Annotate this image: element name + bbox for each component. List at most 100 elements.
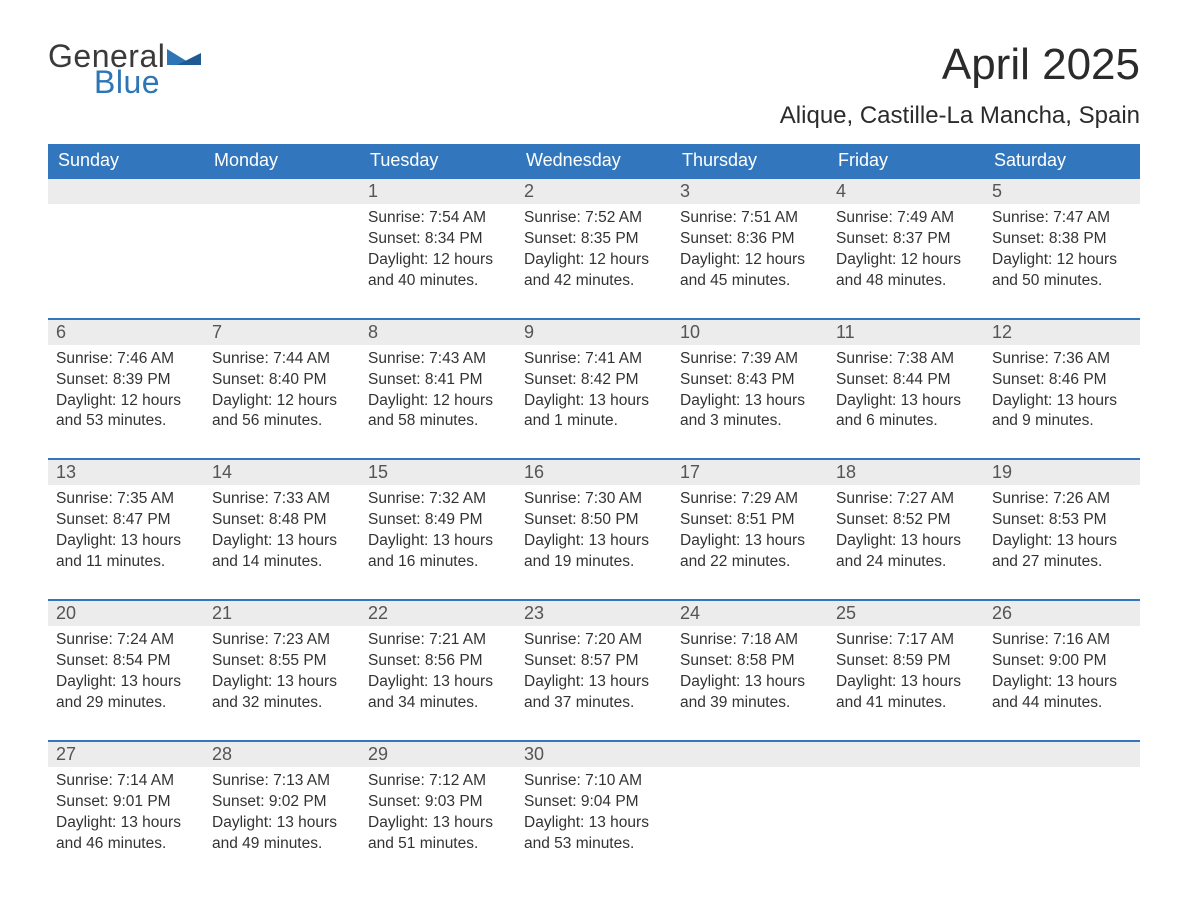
daylight-label: Daylight: bbox=[212, 814, 277, 831]
sunrise-label: Sunrise: bbox=[524, 631, 585, 648]
sunset-value: 8:50 PM bbox=[581, 511, 639, 528]
weekday-header: Wednesday bbox=[516, 144, 672, 178]
sunrise-label: Sunrise: bbox=[212, 772, 273, 789]
day-number-cell: 16 bbox=[516, 459, 672, 485]
day-detail-cell: Sunrise: 7:14 AMSunset: 9:01 PMDaylight:… bbox=[48, 767, 204, 881]
sunrise-line: Sunrise: 7:14 AM bbox=[56, 771, 196, 792]
sunrise-value: 7:35 AM bbox=[117, 490, 174, 507]
sunrise-line: Sunrise: 7:24 AM bbox=[56, 630, 196, 651]
day-number-cell: 10 bbox=[672, 319, 828, 345]
day-detail-cell: Sunrise: 7:13 AMSunset: 9:02 PMDaylight:… bbox=[204, 767, 360, 881]
sunrise-value: 7:29 AM bbox=[741, 490, 798, 507]
sunrise-label: Sunrise: bbox=[992, 350, 1053, 367]
daylight-label: Daylight: bbox=[680, 532, 745, 549]
sunset-value: 8:46 PM bbox=[1049, 371, 1107, 388]
sunset-label: Sunset: bbox=[368, 793, 425, 810]
daylight-label: Daylight: bbox=[992, 673, 1057, 690]
day-detail-cell: Sunrise: 7:46 AMSunset: 8:39 PMDaylight:… bbox=[48, 345, 204, 460]
sunset-line: Sunset: 8:58 PM bbox=[680, 651, 820, 672]
sunrise-label: Sunrise: bbox=[368, 490, 429, 507]
day-detail-cell: Sunrise: 7:16 AMSunset: 9:00 PMDaylight:… bbox=[984, 626, 1140, 741]
day-detail-cell: Sunrise: 7:20 AMSunset: 8:57 PMDaylight:… bbox=[516, 626, 672, 741]
sunrise-line: Sunrise: 7:13 AM bbox=[212, 771, 352, 792]
sunrise-line: Sunrise: 7:39 AM bbox=[680, 349, 820, 370]
daylight-line: Daylight: 12 hours and 40 minutes. bbox=[368, 250, 508, 292]
weekday-header: Saturday bbox=[984, 144, 1140, 178]
sunset-line: Sunset: 8:48 PM bbox=[212, 510, 352, 531]
sunrise-line: Sunrise: 7:23 AM bbox=[212, 630, 352, 651]
sunrise-label: Sunrise: bbox=[836, 490, 897, 507]
sunset-label: Sunset: bbox=[56, 371, 113, 388]
daylight-label: Daylight: bbox=[680, 251, 745, 268]
day-number-cell: 19 bbox=[984, 459, 1140, 485]
sunrise-label: Sunrise: bbox=[212, 631, 273, 648]
day-detail-cell: Sunrise: 7:12 AMSunset: 9:03 PMDaylight:… bbox=[360, 767, 516, 881]
sunset-label: Sunset: bbox=[680, 511, 737, 528]
sunrise-line: Sunrise: 7:27 AM bbox=[836, 489, 976, 510]
sunset-value: 8:55 PM bbox=[269, 652, 327, 669]
sunset-line: Sunset: 8:46 PM bbox=[992, 370, 1132, 391]
sunset-line: Sunset: 8:35 PM bbox=[524, 229, 664, 250]
daylight-label: Daylight: bbox=[992, 251, 1057, 268]
daylight-line: Daylight: 12 hours and 48 minutes. bbox=[836, 250, 976, 292]
sunset-line: Sunset: 8:36 PM bbox=[680, 229, 820, 250]
sunset-value: 8:35 PM bbox=[581, 230, 639, 247]
day-number-cell bbox=[204, 178, 360, 204]
day-number-cell: 23 bbox=[516, 600, 672, 626]
sunrise-label: Sunrise: bbox=[680, 490, 741, 507]
daylight-label: Daylight: bbox=[368, 814, 433, 831]
sunset-value: 8:37 PM bbox=[893, 230, 951, 247]
sunrise-line: Sunrise: 7:52 AM bbox=[524, 208, 664, 229]
sunset-value: 8:36 PM bbox=[737, 230, 795, 247]
sunrise-label: Sunrise: bbox=[524, 772, 585, 789]
day-detail-cell: Sunrise: 7:43 AMSunset: 8:41 PMDaylight:… bbox=[360, 345, 516, 460]
daylight-label: Daylight: bbox=[56, 814, 121, 831]
sunrise-label: Sunrise: bbox=[56, 350, 117, 367]
sunset-value: 8:51 PM bbox=[737, 511, 795, 528]
sunrise-label: Sunrise: bbox=[212, 490, 273, 507]
day-number-cell: 14 bbox=[204, 459, 360, 485]
daylight-label: Daylight: bbox=[680, 673, 745, 690]
week-daynum-row: 20212223242526 bbox=[48, 600, 1140, 626]
sunrise-line: Sunrise: 7:33 AM bbox=[212, 489, 352, 510]
day-number-cell: 21 bbox=[204, 600, 360, 626]
sunset-value: 9:01 PM bbox=[113, 793, 171, 810]
day-number-cell: 25 bbox=[828, 600, 984, 626]
day-number-cell bbox=[984, 741, 1140, 767]
day-number-cell: 17 bbox=[672, 459, 828, 485]
sunset-line: Sunset: 8:51 PM bbox=[680, 510, 820, 531]
sunset-label: Sunset: bbox=[368, 511, 425, 528]
daylight-line: Daylight: 13 hours and 41 minutes. bbox=[836, 672, 976, 714]
sunrise-label: Sunrise: bbox=[992, 631, 1053, 648]
daylight-line: Daylight: 13 hours and 37 minutes. bbox=[524, 672, 664, 714]
sunrise-line: Sunrise: 7:54 AM bbox=[368, 208, 508, 229]
sunset-value: 8:43 PM bbox=[737, 371, 795, 388]
sunset-value: 8:38 PM bbox=[1049, 230, 1107, 247]
day-detail-cell: Sunrise: 7:29 AMSunset: 8:51 PMDaylight:… bbox=[672, 485, 828, 600]
week-detail-row: Sunrise: 7:46 AMSunset: 8:39 PMDaylight:… bbox=[48, 345, 1140, 460]
sunset-label: Sunset: bbox=[836, 511, 893, 528]
daylight-line: Daylight: 13 hours and 29 minutes. bbox=[56, 672, 196, 714]
sunset-value: 8:44 PM bbox=[893, 371, 951, 388]
daylight-line: Daylight: 13 hours and 9 minutes. bbox=[992, 391, 1132, 433]
sunset-line: Sunset: 8:39 PM bbox=[56, 370, 196, 391]
sunrise-label: Sunrise: bbox=[56, 631, 117, 648]
sunset-line: Sunset: 8:57 PM bbox=[524, 651, 664, 672]
sunrise-label: Sunrise: bbox=[836, 631, 897, 648]
day-number-cell: 29 bbox=[360, 741, 516, 767]
daylight-line: Daylight: 13 hours and 11 minutes. bbox=[56, 531, 196, 573]
sunset-value: 8:40 PM bbox=[269, 371, 327, 388]
sunrise-value: 7:52 AM bbox=[585, 209, 642, 226]
daylight-line: Daylight: 13 hours and 6 minutes. bbox=[836, 391, 976, 433]
sunset-value: 8:42 PM bbox=[581, 371, 639, 388]
sunrise-label: Sunrise: bbox=[56, 772, 117, 789]
sunset-label: Sunset: bbox=[524, 230, 581, 247]
weekday-header: Friday bbox=[828, 144, 984, 178]
sunset-value: 8:39 PM bbox=[113, 371, 171, 388]
sunset-line: Sunset: 8:44 PM bbox=[836, 370, 976, 391]
sunrise-line: Sunrise: 7:44 AM bbox=[212, 349, 352, 370]
day-detail-cell bbox=[984, 767, 1140, 881]
sunset-label: Sunset: bbox=[836, 230, 893, 247]
day-number-cell: 30 bbox=[516, 741, 672, 767]
daylight-line: Daylight: 13 hours and 49 minutes. bbox=[212, 813, 352, 855]
